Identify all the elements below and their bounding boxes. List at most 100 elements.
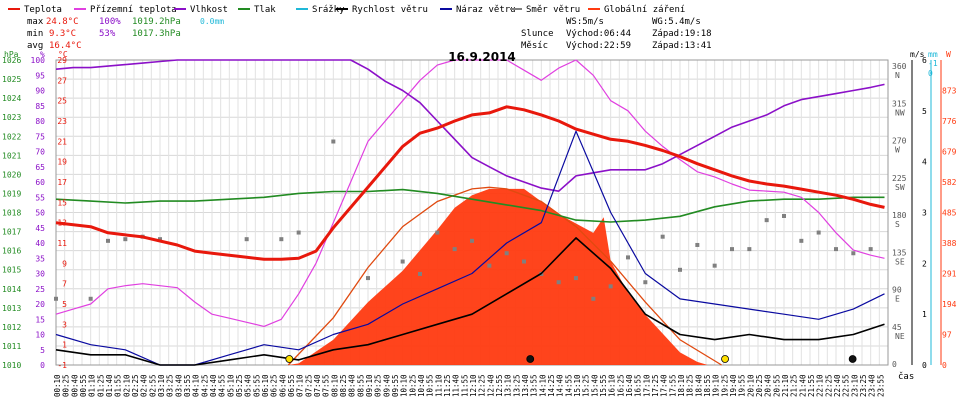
wind-direction-tick-label: N — [895, 71, 900, 80]
stat-min-press: 1017.3hPa — [132, 29, 181, 39]
pressure-tick-label: 1013 — [2, 304, 21, 313]
wind-direction-point — [296, 230, 301, 235]
temperature-tick-label: 5 — [62, 300, 67, 309]
humidity-tick-label: 55 — [35, 193, 45, 202]
wind-direction-point — [695, 242, 700, 247]
x-tick-label: 12:25 — [478, 374, 487, 397]
wind-direction-tick-label: 360 — [892, 62, 907, 71]
x-tick-label: 10:10 — [400, 374, 409, 397]
stat-max-press: 1019.2hPa — [132, 17, 181, 27]
x-tick-label: 03:40 — [174, 374, 183, 397]
temperature-tick-label: 17 — [57, 178, 67, 187]
wind-direction-point — [504, 251, 509, 256]
legend-label-temperature: Teplota — [24, 5, 62, 15]
wind-direction-point — [556, 280, 561, 285]
sun-moon-marker — [285, 355, 294, 363]
info-moon-label: Měsíc — [521, 41, 548, 51]
x-tick-label: 05:10 — [226, 374, 235, 397]
wind-direction-point — [660, 234, 665, 239]
x-tick-label: 01:55 — [114, 374, 123, 397]
x-tick-label: 15:40 — [590, 374, 599, 397]
x-tick-label: 10:55 — [426, 374, 435, 397]
x-tick-label: 17:10 — [642, 374, 651, 397]
legend-label-dewpoint: Přízemní teplota — [90, 5, 177, 15]
x-tick-label: 07:10 — [296, 374, 305, 397]
x-tick-label: 15:25 — [582, 374, 591, 397]
series-pressure — [55, 188, 885, 223]
info-panel: WS:5m/s WG:5.4m/s Slunce Východ:06:44 Zá… — [521, 17, 712, 51]
wind-tick-label: 0 — [922, 361, 927, 370]
x-tick-label: 07:25 — [304, 374, 313, 397]
x-axis-label: čas — [898, 371, 914, 382]
info-ws: WS:5m/s — [566, 17, 604, 27]
wind-direction-point — [244, 237, 249, 242]
wind-tick-label: 5 — [922, 107, 927, 116]
series-dewpoint — [55, 59, 885, 327]
wind-direction-point — [470, 238, 474, 243]
x-tick-label: 23:10 — [850, 374, 859, 397]
legend-label-pressure: Tlak — [254, 5, 276, 15]
x-tick-label: 18:55 — [703, 374, 712, 397]
x-tick-label: 05:40 — [244, 374, 253, 397]
pressure-tick-label: 1025 — [2, 75, 21, 84]
x-tick-label: 00:25 — [62, 374, 71, 397]
legend-label-wind_gust: Náraz větru — [456, 5, 516, 15]
humidity-tick-label: 10 — [35, 331, 45, 340]
axis-unit-pressure: hPa — [4, 50, 19, 59]
rain-tick-label: -1 — [928, 59, 938, 68]
x-tick-label: 19:25 — [720, 374, 729, 397]
pressure-tick-label: 1019 — [2, 189, 21, 198]
wind-direction-point — [331, 139, 336, 144]
series-wind-speed — [55, 237, 885, 366]
wind-direction-point — [834, 247, 838, 252]
wind-direction-tick-label: 45 — [892, 323, 902, 332]
x-tick-label: 11:25 — [443, 374, 452, 397]
x-tick-label: 22:40 — [833, 374, 842, 397]
wind-direction-point — [730, 247, 734, 252]
info-sun-set: Západ:19:18 — [652, 29, 712, 39]
radiation-tick-label: 388 — [942, 239, 957, 248]
radiation-tick-label: 873 — [942, 87, 957, 96]
sun-moon-marker — [848, 355, 857, 363]
radiation-tick-label: 97 — [942, 331, 952, 340]
wind-direction-tick-label: 270 — [892, 137, 907, 146]
pressure-tick-label: 1012 — [2, 323, 21, 332]
x-tick-label: 06:40 — [278, 374, 287, 397]
pressure-tick-label: 1026 — [2, 56, 21, 65]
series-humidity — [55, 59, 885, 192]
wind-direction-tick-label: 0 — [892, 360, 897, 369]
wind-direction-tick-label: NE — [895, 332, 905, 341]
x-tick-label: 11:55 — [460, 374, 469, 397]
radiation-tick-label: 582 — [942, 178, 957, 187]
x-tick-label: 14:10 — [538, 374, 547, 397]
legend-label-wind_dir: Směr větru — [526, 5, 580, 15]
x-tick-label: 12:55 — [495, 374, 504, 397]
temperature-tick-label: 9 — [62, 259, 67, 268]
legend-label-wind_speed: Rychlost větru — [352, 5, 428, 15]
info-sun-label: Slunce — [521, 29, 554, 39]
x-tick-label: 19:40 — [729, 374, 738, 397]
temperature-tick-label: 3 — [62, 320, 67, 329]
wind-tick-label: 1 — [922, 310, 927, 319]
wind-direction-point — [626, 255, 630, 260]
wind-direction-point — [643, 280, 648, 285]
wind-tick-label: 2 — [922, 259, 927, 268]
axis-unit-temperature: °C — [58, 50, 68, 59]
wind-tick-label: 4 — [922, 158, 927, 167]
humidity-tick-label: 70 — [35, 148, 45, 157]
wind-direction-tick-label: W — [895, 146, 900, 155]
info-sun-rise: Východ:06:44 — [566, 29, 631, 39]
wind-direction-point — [868, 247, 873, 252]
stat-min-temp: 9.3°C — [49, 29, 76, 39]
legend-label-radiation: Globální záření — [604, 5, 685, 15]
x-tick-label: 06:55 — [287, 374, 296, 397]
radiation-tick-label: 485 — [942, 209, 957, 218]
wind-direction-point — [106, 238, 110, 243]
x-tick-label: 03:25 — [166, 374, 175, 397]
wind-direction-point — [54, 296, 58, 301]
humidity-tick-label: 35 — [35, 254, 45, 263]
pressure-tick-label: 1016 — [2, 247, 21, 256]
x-tick-label: 00:10 — [53, 374, 62, 397]
temperature-tick-label: 23 — [57, 117, 67, 126]
